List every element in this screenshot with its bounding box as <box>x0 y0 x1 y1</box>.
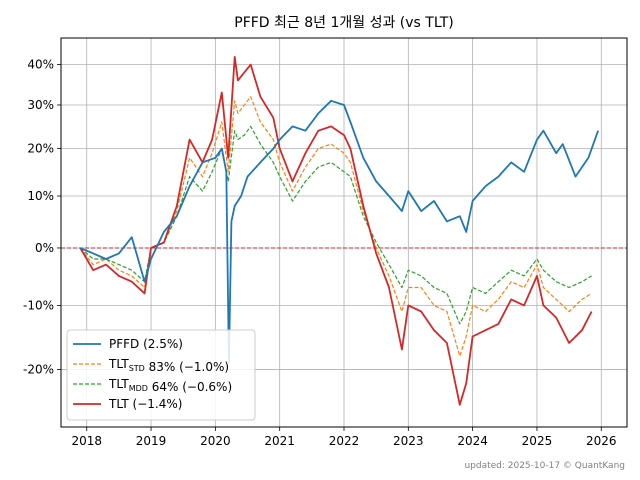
series-line-1 <box>79 96 592 357</box>
series-line-2 <box>79 125 592 325</box>
x-tick-label: 2021 <box>264 434 295 448</box>
legend: PFFD (2.5%) TLTSTD 83% (−1.0%) TLTMDD 64% … <box>66 329 256 421</box>
y-tick-label: 0% <box>35 241 54 255</box>
y-tick-label: 40% <box>27 58 54 72</box>
y-tick-label: 10% <box>27 189 54 203</box>
legend-label-3: TLT (−1.4%) <box>108 397 182 411</box>
legend-label-0: PFFD (2.5%) <box>109 337 183 351</box>
x-tick-label: 2020 <box>200 434 231 448</box>
x-tick-label: 2019 <box>136 434 167 448</box>
x-tick-label: 2026 <box>586 434 617 448</box>
y-tick-label: -10% <box>23 298 54 312</box>
y-axis: -20% -10% 0% 10% 20% 30% 40% <box>23 58 61 377</box>
series-line-0 <box>79 99 599 364</box>
chart-title: PFFD 최근 8년 1개월 성과 (vs TLT) <box>234 15 453 31</box>
series-line-3 <box>79 56 593 406</box>
x-tick-label: 2022 <box>329 434 360 448</box>
x-tick-label: 2025 <box>522 434 553 448</box>
x-tick-label: 2023 <box>393 434 424 448</box>
x-tick-label: 2018 <box>71 434 102 448</box>
series-layer <box>79 56 599 406</box>
y-tick-label: -20% <box>23 363 54 377</box>
x-tick-label: 2024 <box>457 434 488 448</box>
footer-updated: updated: 2025-10-17 © QuantKang <box>464 461 625 471</box>
legend-label-2: TLTMDD 64% (−0.6%) <box>108 377 232 394</box>
y-tick-label: 30% <box>27 98 54 112</box>
legend-label-1: TLTSTD 83% (−1.0%) <box>108 357 229 374</box>
y-tick-label: 20% <box>27 142 54 156</box>
x-axis: 2018 2019 2020 2021 2022 2023 2024 2025 2026 <box>71 427 617 448</box>
legend-box <box>66 329 256 421</box>
